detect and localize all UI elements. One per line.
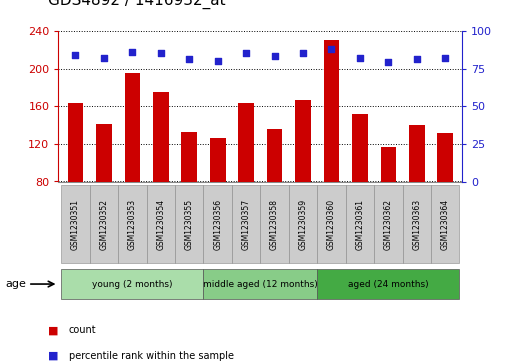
Point: [185, 57, 194, 62]
Text: GSM1230352: GSM1230352: [100, 199, 108, 250]
Point: [412, 57, 421, 62]
Point: [299, 50, 307, 56]
Bar: [267, 129, 282, 182]
Point: [384, 60, 392, 65]
Bar: [181, 132, 197, 182]
Bar: [409, 125, 425, 182]
Bar: [210, 138, 226, 182]
Text: GSM1230357: GSM1230357: [242, 199, 250, 250]
Text: ■: ■: [48, 325, 59, 335]
Point: [214, 58, 222, 64]
Text: GSM1230356: GSM1230356: [213, 199, 222, 250]
Text: percentile rank within the sample: percentile rank within the sample: [69, 351, 234, 361]
Text: middle aged (12 months): middle aged (12 months): [203, 280, 318, 289]
Point: [441, 55, 449, 61]
Bar: [352, 114, 368, 182]
Bar: [295, 99, 311, 182]
Point: [72, 52, 80, 58]
Bar: [68, 103, 83, 182]
Point: [270, 54, 278, 60]
Bar: [324, 40, 339, 182]
Point: [129, 49, 137, 55]
Text: ■: ■: [48, 351, 59, 361]
Point: [157, 50, 165, 56]
Text: GSM1230355: GSM1230355: [185, 199, 194, 250]
Bar: [124, 73, 140, 182]
Bar: [380, 147, 396, 182]
Point: [100, 55, 108, 61]
Text: GSM1230363: GSM1230363: [412, 199, 421, 250]
Text: GSM1230360: GSM1230360: [327, 199, 336, 250]
Text: GDS4892 / 1416932_at: GDS4892 / 1416932_at: [48, 0, 226, 9]
Text: young (2 months): young (2 months): [92, 280, 173, 289]
Bar: [238, 103, 254, 182]
Point: [242, 50, 250, 56]
Text: GSM1230354: GSM1230354: [156, 199, 165, 250]
Text: GSM1230358: GSM1230358: [270, 199, 279, 250]
Text: age: age: [5, 279, 26, 289]
Bar: [437, 134, 453, 182]
Text: GSM1230361: GSM1230361: [356, 199, 364, 250]
Point: [356, 55, 364, 61]
Text: GSM1230353: GSM1230353: [128, 199, 137, 250]
Text: count: count: [69, 325, 96, 335]
Text: GSM1230359: GSM1230359: [299, 199, 307, 250]
Bar: [153, 92, 169, 182]
Text: GSM1230362: GSM1230362: [384, 199, 393, 250]
Text: GSM1230364: GSM1230364: [441, 199, 450, 250]
Text: GSM1230351: GSM1230351: [71, 199, 80, 250]
Bar: [96, 124, 112, 182]
Point: [327, 46, 335, 52]
Text: aged (24 months): aged (24 months): [348, 280, 429, 289]
